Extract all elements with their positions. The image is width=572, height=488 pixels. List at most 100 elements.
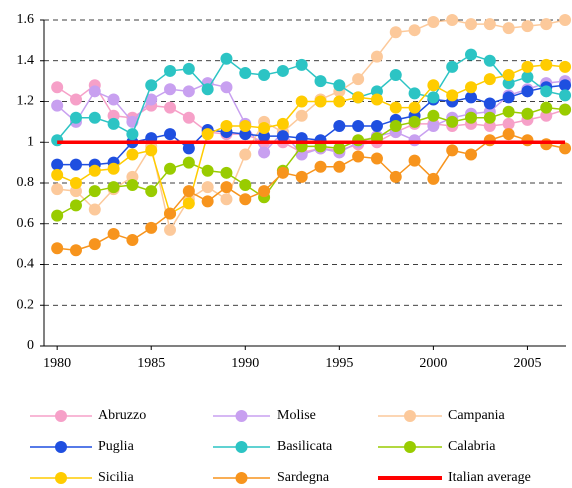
- x-tick-label: 1985: [137, 356, 165, 371]
- point: [88, 185, 101, 198]
- point: [126, 148, 139, 161]
- point: [370, 50, 383, 63]
- point: [69, 111, 82, 124]
- y-tick-label: 0.2: [17, 297, 35, 312]
- point: [276, 166, 289, 179]
- point: [126, 234, 139, 247]
- point: [107, 93, 120, 106]
- point: [69, 93, 82, 106]
- point: [465, 148, 478, 161]
- point: [427, 16, 440, 29]
- legend-marker: [55, 441, 67, 453]
- point: [69, 177, 82, 189]
- point: [408, 115, 421, 128]
- point: [540, 85, 553, 98]
- point: [559, 89, 572, 102]
- point: [276, 64, 289, 77]
- legend-marker: [235, 472, 248, 484]
- point: [483, 18, 496, 31]
- point: [201, 128, 214, 141]
- x-tick-label: 1995: [325, 356, 353, 371]
- point: [389, 26, 402, 39]
- point: [258, 69, 271, 82]
- point: [220, 166, 233, 179]
- point: [88, 85, 101, 98]
- point: [258, 185, 271, 198]
- point: [51, 99, 64, 112]
- point: [540, 101, 553, 114]
- point: [427, 119, 440, 132]
- point: [164, 64, 177, 77]
- y-tick-label: 0.8: [17, 175, 35, 190]
- point: [370, 119, 383, 132]
- point: [182, 156, 195, 169]
- point: [427, 109, 440, 122]
- point: [182, 85, 195, 98]
- point: [502, 105, 515, 118]
- point: [559, 79, 572, 92]
- point: [314, 95, 327, 108]
- y-tick-label: 1.2: [17, 94, 35, 109]
- point: [465, 18, 478, 31]
- point: [408, 154, 421, 167]
- point: [69, 244, 82, 257]
- point: [182, 62, 195, 75]
- point: [201, 83, 214, 96]
- point: [446, 115, 459, 128]
- point: [69, 199, 82, 212]
- point: [164, 101, 177, 114]
- point: [164, 162, 177, 175]
- legend-label: Italian average: [448, 470, 531, 485]
- point: [333, 160, 346, 173]
- point: [69, 158, 82, 171]
- point: [201, 195, 214, 208]
- point: [220, 193, 233, 206]
- point: [239, 148, 252, 161]
- point: [295, 109, 308, 122]
- legend-label: Abruzzo: [98, 408, 146, 423]
- point: [182, 185, 195, 198]
- point: [352, 73, 365, 86]
- series-line: [56, 64, 566, 215]
- point: [502, 22, 515, 35]
- legend-marker: [55, 410, 67, 422]
- point: [220, 52, 233, 65]
- point: [521, 60, 534, 73]
- point: [314, 160, 327, 173]
- point: [408, 101, 421, 114]
- point: [51, 168, 64, 181]
- point: [276, 130, 289, 143]
- point: [145, 79, 158, 92]
- point: [389, 101, 402, 114]
- point: [446, 89, 459, 102]
- point: [427, 79, 440, 92]
- point: [88, 238, 101, 251]
- point: [465, 91, 478, 104]
- point: [502, 69, 515, 82]
- point: [201, 164, 214, 177]
- point: [164, 83, 177, 96]
- x-tick-label: 2005: [513, 356, 541, 371]
- point: [182, 142, 195, 155]
- point: [333, 142, 346, 155]
- point: [258, 121, 271, 134]
- point: [258, 146, 271, 159]
- legend-label: Molise: [277, 408, 316, 423]
- point: [389, 119, 402, 132]
- point: [521, 20, 534, 33]
- series-line: [57, 19, 566, 232]
- point: [389, 170, 402, 183]
- point: [540, 138, 553, 151]
- x-tick-label: 1980: [43, 356, 71, 371]
- point: [389, 69, 402, 82]
- legend-marker: [235, 410, 248, 422]
- point: [352, 134, 365, 147]
- y-tick-label: 1.4: [17, 53, 35, 68]
- y-tick-label: 0: [27, 338, 34, 353]
- point: [51, 242, 64, 255]
- point: [502, 128, 515, 141]
- point: [295, 58, 308, 71]
- point: [446, 14, 459, 26]
- point: [465, 111, 478, 124]
- point: [164, 223, 177, 236]
